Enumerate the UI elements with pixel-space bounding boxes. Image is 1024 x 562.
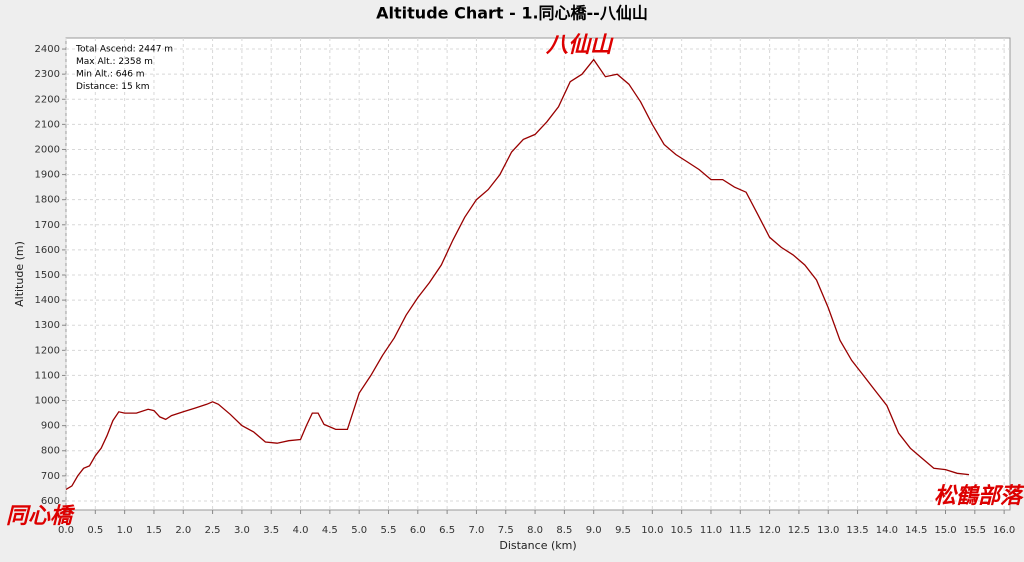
x-tick-label: 11.0 <box>700 525 722 536</box>
x-tick-label: 5.5 <box>381 525 397 536</box>
x-tick-label: 4.0 <box>293 525 309 536</box>
annotation: 同心橋 <box>6 503 76 529</box>
x-tick-label: 7.0 <box>468 525 484 536</box>
x-tick-label: 11.5 <box>729 525 751 536</box>
y-tick-label: 1900 <box>35 170 60 181</box>
x-tick-label: 13.5 <box>846 525 868 536</box>
y-tick-label: 1600 <box>35 245 60 256</box>
x-axis-label: Distance (km) <box>499 539 576 552</box>
x-tick-label: 0.0 <box>58 525 74 536</box>
stat-line: Total Ascend: 2447 m <box>75 45 173 55</box>
y-tick-label: 1100 <box>35 370 60 381</box>
x-tick-label: 5.0 <box>351 525 367 536</box>
altitude-line <box>65 58 970 490</box>
y-tick-label: 800 <box>41 446 60 457</box>
x-tick-label: 14.5 <box>905 525 927 536</box>
x-tick-label: 8.5 <box>556 525 572 536</box>
x-tick-label: 15.0 <box>934 525 956 536</box>
x-tick-label: 4.5 <box>322 525 338 536</box>
y-tick-label: 2000 <box>35 144 60 155</box>
y-tick-label: 1300 <box>35 320 60 331</box>
y-tick-label: 700 <box>41 471 60 482</box>
x-tick-label: 13.0 <box>817 525 839 536</box>
x-tick-label: 12.0 <box>758 525 780 536</box>
x-tick-label: 6.0 <box>410 525 426 536</box>
x-tick-label: 1.5 <box>146 525 162 536</box>
x-tick-label: 16.0 <box>993 525 1015 536</box>
chart-title: Altitude Chart - 1.同心橋--八仙山 <box>376 4 648 23</box>
stat-line: Max Alt.: 2358 m <box>76 57 153 67</box>
x-tick-label: 15.5 <box>964 525 986 536</box>
y-tick-label: 1000 <box>35 396 60 407</box>
y-tick-label: 2400 <box>35 44 60 55</box>
y-tick-label: 2200 <box>35 94 60 105</box>
y-tick-label: 1200 <box>35 345 60 356</box>
x-tick-label: 3.0 <box>234 525 250 536</box>
y-axis-label: Altitude (m) <box>13 241 26 307</box>
x-tick-label: 14.0 <box>876 525 898 536</box>
y-tick-label: 2100 <box>35 119 60 130</box>
y-tick-label: 600 <box>41 496 60 507</box>
x-tick-label: 6.5 <box>439 525 455 536</box>
x-tick-label: 2.0 <box>175 525 191 536</box>
x-tick-label: 1.0 <box>117 525 133 536</box>
x-tick-label: 9.0 <box>586 525 602 536</box>
y-tick-label: 1800 <box>35 195 60 206</box>
annotation: 松鶴部落 <box>934 483 1024 509</box>
x-tick-label: 8.0 <box>527 525 543 536</box>
y-tick-label: 1700 <box>35 220 60 231</box>
stat-line: Min Alt.: 646 m <box>76 70 145 80</box>
stat-line: Distance: 15 km <box>76 82 150 92</box>
y-tick-label: 1400 <box>35 295 60 306</box>
y-tick-label: 900 <box>41 421 60 432</box>
x-tick-label: 10.0 <box>641 525 663 536</box>
x-tick-label: 10.5 <box>671 525 693 536</box>
x-tick-label: 2.5 <box>205 525 221 536</box>
x-tick-label: 0.5 <box>87 525 103 536</box>
x-tick-label: 7.5 <box>498 525 514 536</box>
x-tick-label: 12.5 <box>788 525 810 536</box>
x-tick-label: 3.5 <box>263 525 279 536</box>
y-tick-label: 1500 <box>35 270 60 281</box>
annotation: 八仙山 <box>545 32 614 58</box>
x-tick-label: 9.5 <box>615 525 631 536</box>
plot-area <box>65 37 1011 511</box>
y-tick-label: 2300 <box>35 69 60 80</box>
